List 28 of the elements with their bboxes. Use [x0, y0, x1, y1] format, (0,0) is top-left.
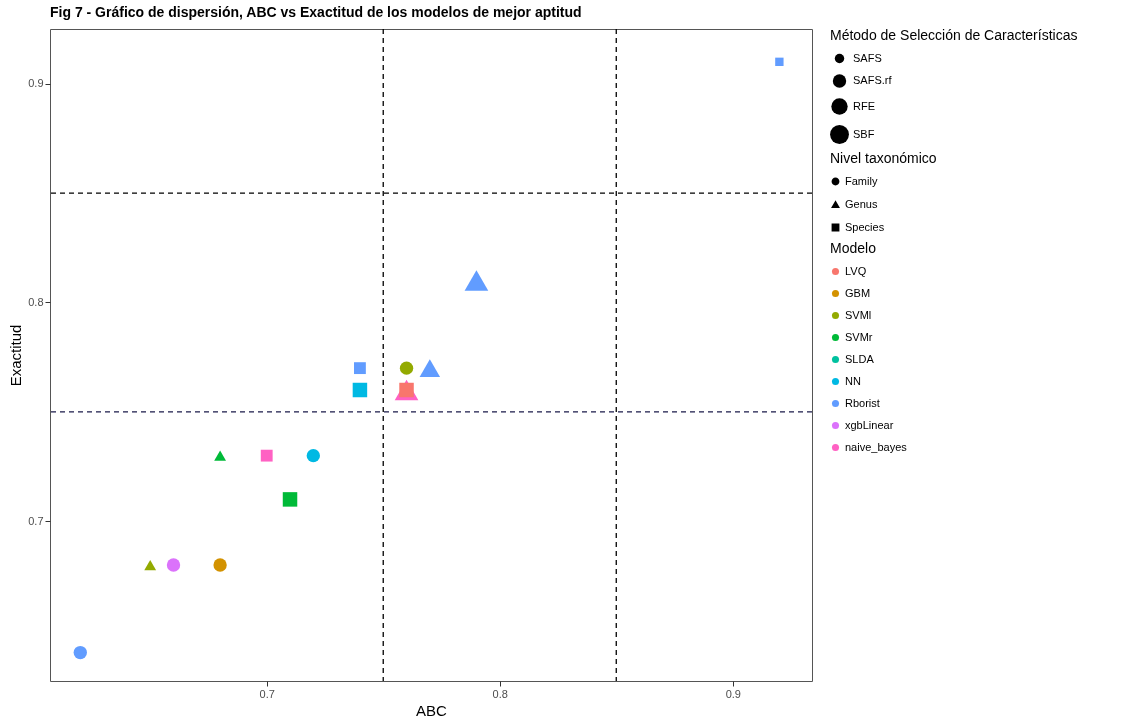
legend-label: GBM	[845, 286, 871, 299]
legend-label: Rborist	[845, 396, 880, 409]
legend-label: SAFS	[853, 51, 882, 64]
legend-label: SAFS.rf	[853, 74, 893, 86]
y-tick-label: 0.9	[28, 77, 44, 90]
text: Genus	[845, 197, 878, 210]
text: Species	[845, 220, 885, 233]
x-tick-label: 0.8	[492, 687, 508, 700]
x-axis-title: ABC	[416, 701, 448, 719]
legend-label: SBF	[853, 127, 875, 140]
text: Family	[845, 174, 878, 187]
text: Nivel taxonómico	[830, 150, 937, 166]
x-tick-label: 0.7	[259, 687, 275, 700]
legend-label: SLDA	[845, 352, 875, 365]
text: Modelo	[830, 240, 876, 256]
legend-label: LVQ	[845, 264, 867, 277]
legend-label: xgbLinear	[845, 418, 894, 431]
legend-label: RFE	[853, 99, 875, 112]
y-tick-label: 0.8	[28, 295, 44, 308]
y-axis-title: Exactitud	[7, 324, 25, 387]
text: Método de Selección de Características	[830, 27, 1078, 43]
legend-label: SVMl	[845, 308, 872, 321]
y-tick-label: 0.7	[28, 514, 44, 527]
legend-label: SVMr	[845, 330, 873, 343]
chart-title: Fig 7 - Gráfico de dispersión, ABC vs Exactitud de los modelos de mejor aptitud	[50, 4, 582, 21]
legend-label: NN	[845, 374, 861, 387]
x-tick-label: 0.9	[725, 687, 741, 700]
legend-label: naive_bayes	[845, 440, 908, 453]
